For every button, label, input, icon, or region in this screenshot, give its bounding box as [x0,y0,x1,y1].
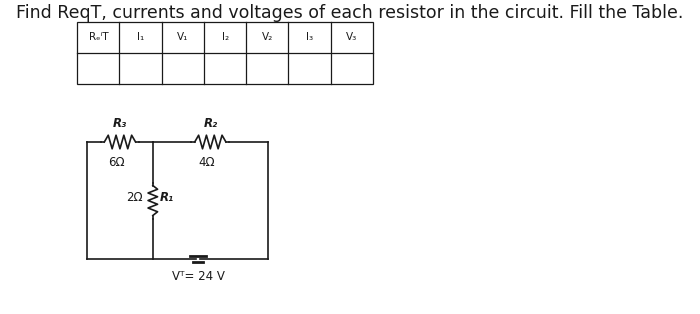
Text: 6Ω: 6Ω [108,156,125,169]
Text: I₂: I₂ [222,33,229,42]
Text: 2Ω: 2Ω [126,191,143,204]
Text: I₁: I₁ [137,33,144,42]
Text: R₂: R₂ [203,117,218,130]
Text: V₂: V₂ [262,33,273,42]
Text: I₃: I₃ [306,33,313,42]
Text: V₁: V₁ [177,33,188,42]
Text: R₁: R₁ [160,191,174,204]
Text: Find ReqT, currents and voltages of each resistor in the circuit. Fill the Table: Find ReqT, currents and voltages of each… [16,4,684,22]
Text: RₑⁱT: RₑⁱT [88,33,108,42]
Text: 4Ω: 4Ω [199,156,216,169]
Text: Vᵀ= 24 V: Vᵀ= 24 V [172,270,225,283]
Bar [77,22,373,84]
Text: V₃: V₃ [346,33,358,42]
Text: R₃: R₃ [113,117,127,130]
